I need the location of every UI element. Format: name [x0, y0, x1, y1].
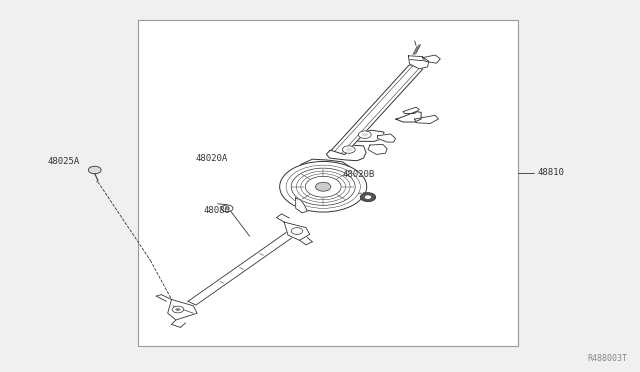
Polygon shape	[396, 112, 421, 122]
Polygon shape	[331, 65, 423, 155]
Polygon shape	[403, 107, 419, 113]
Text: 48020A: 48020A	[195, 154, 227, 163]
Polygon shape	[188, 232, 295, 305]
Circle shape	[305, 176, 341, 197]
Polygon shape	[368, 144, 387, 154]
Circle shape	[88, 166, 101, 174]
Circle shape	[342, 146, 355, 153]
Polygon shape	[296, 198, 307, 213]
Polygon shape	[415, 115, 438, 124]
Circle shape	[172, 306, 184, 313]
Circle shape	[346, 148, 352, 151]
Polygon shape	[422, 55, 440, 63]
Circle shape	[280, 161, 367, 212]
Bar	[138, 20, 518, 346]
Circle shape	[291, 228, 303, 234]
Circle shape	[221, 205, 233, 212]
Circle shape	[175, 308, 180, 311]
Text: 48025A: 48025A	[48, 157, 80, 166]
Polygon shape	[284, 222, 310, 240]
Polygon shape	[378, 134, 396, 142]
Circle shape	[358, 131, 371, 138]
Circle shape	[291, 168, 355, 205]
Text: 48080: 48080	[204, 206, 230, 215]
Circle shape	[365, 195, 371, 199]
Circle shape	[362, 133, 368, 137]
Text: 48810: 48810	[538, 169, 564, 177]
Polygon shape	[290, 159, 352, 193]
Polygon shape	[168, 299, 197, 320]
Text: R488003T: R488003T	[588, 354, 627, 363]
Polygon shape	[326, 145, 366, 161]
Circle shape	[225, 207, 230, 210]
Polygon shape	[408, 56, 429, 69]
Text: 48020B: 48020B	[342, 170, 374, 179]
Circle shape	[360, 193, 376, 202]
Polygon shape	[344, 130, 384, 141]
Circle shape	[316, 182, 331, 191]
